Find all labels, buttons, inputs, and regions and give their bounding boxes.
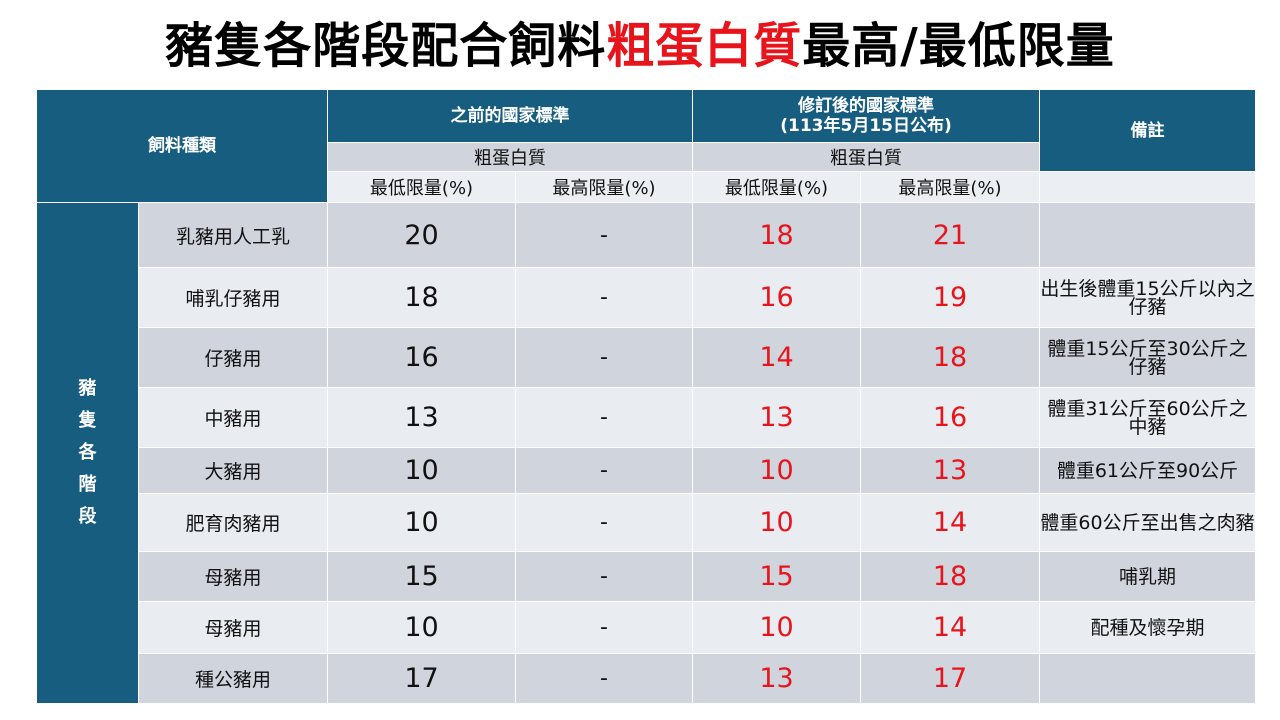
header-new-min: 最低限量(%) xyxy=(692,171,861,203)
header-new-crude-protein: 粗蛋白質 xyxy=(691,142,1041,172)
table-row: 種公豬用 17 - 13 17 xyxy=(37,653,1257,704)
row-prev-min: 10 xyxy=(327,493,516,552)
row-prev-max: - xyxy=(515,551,693,602)
row-note: 體重60公斤至出售之肉豬 xyxy=(1039,493,1257,552)
header-remarks-blank xyxy=(1039,171,1257,203)
table-row: 豬 隻 各 階 段 乳豬用人工乳 20 - 18 21 xyxy=(36,202,1257,704)
row-feed-name: 母豬用 xyxy=(138,601,328,654)
row-new-max: 18 xyxy=(859,551,1041,602)
page-title: 豬隻各階段配合飼料粗蛋白質最高/最低限量 xyxy=(0,14,1280,78)
row-new-min: 13 xyxy=(692,653,861,704)
row-feed-name: 種公豬用 xyxy=(138,653,328,704)
row-feed-name: 肥育肉豬用 xyxy=(138,493,328,552)
row-new-max: 21 xyxy=(859,202,1041,268)
header-new-standard-date: (113年5月15日公布) xyxy=(780,116,952,136)
row-new-min: 10 xyxy=(692,447,861,494)
title-part2: 最高/最低限量 xyxy=(802,18,1115,74)
header-new-max: 最高限量(%) xyxy=(859,171,1041,203)
header-new-standard-title: 修訂後的國家標準 xyxy=(798,96,934,116)
row-new-min: 13 xyxy=(692,387,861,448)
row-new-max: 14 xyxy=(859,493,1041,552)
row-prev-max: - xyxy=(515,601,693,654)
row-prev-min: 15 xyxy=(327,551,516,602)
row-prev-max: - xyxy=(515,387,693,448)
row-new-max: 17 xyxy=(859,653,1041,704)
row-new-min: 14 xyxy=(692,327,861,388)
row-new-min: 15 xyxy=(692,551,861,602)
row-note xyxy=(1039,653,1257,704)
row-prev-max: - xyxy=(515,267,693,328)
row-prev-max: - xyxy=(515,447,693,494)
row-prev-max: - xyxy=(515,493,693,552)
row-note: 體重15公斤至30公斤之仔豬 xyxy=(1039,327,1257,388)
row-note xyxy=(1039,202,1257,268)
header-prev-crude-protein: 粗蛋白質 xyxy=(327,142,693,172)
header-prev-max: 最高限量(%) xyxy=(515,171,693,203)
row-prev-min: 10 xyxy=(327,601,516,654)
row-prev-min: 16 xyxy=(327,327,516,388)
row-new-min: 10 xyxy=(692,601,861,654)
row-new-max: 19 xyxy=(859,267,1041,328)
header-remarks: 備註 xyxy=(1039,89,1257,172)
row-prev-min: 13 xyxy=(327,387,516,448)
row-feed-name: 母豬用 xyxy=(138,551,328,602)
row-new-max: 14 xyxy=(859,601,1041,654)
table-row: 仔豬用 16 - 14 18 體重15公斤至30公斤之仔豬 xyxy=(37,327,1257,388)
header-new-standard: 修訂後的國家標準 (113年5月15日公布) xyxy=(691,89,1041,143)
row-prev-max: - xyxy=(515,327,693,388)
row-note: 哺乳期 xyxy=(1039,551,1257,602)
stage-label: 豬 隻 各 階 段 xyxy=(36,202,139,704)
row-feed-name: 仔豬用 xyxy=(138,327,328,388)
row-prev-min: 20 xyxy=(327,202,516,268)
title-part1: 豬隻各階段配合飼料 xyxy=(165,18,607,74)
row-new-min: 18 xyxy=(692,202,861,268)
row-new-max: 16 xyxy=(859,387,1041,448)
row-feed-name: 乳豬用人工乳 xyxy=(138,202,328,268)
header-prev-standard: 之前的國家標準 xyxy=(327,89,693,143)
table-row: 母豬用 10 - 10 14 配種及懷孕期 xyxy=(37,601,1257,654)
row-prev-min: 17 xyxy=(327,653,516,704)
row-note: 體重61公斤至90公斤 xyxy=(1039,447,1257,494)
row-prev-min: 18 xyxy=(327,267,516,328)
crude-protein-table: 飼料種類 之前的國家標準 修訂後的國家標準 (113年5月15日公布) 備註 粗… xyxy=(36,89,1257,704)
row-new-min: 10 xyxy=(692,493,861,552)
header-feed-type: 飼料種類 xyxy=(36,89,328,203)
row-prev-max: - xyxy=(515,653,693,704)
table-row: 肥育肉豬用 10 - 10 14 體重60公斤至出售之肉豬 xyxy=(37,493,1257,552)
row-new-max: 13 xyxy=(859,447,1041,494)
table-row: 中豬用 13 - 13 16 體重31公斤至60公斤之中豬 xyxy=(37,387,1257,448)
title-highlight: 粗蛋白質 xyxy=(606,18,803,74)
table-row: 哺乳仔豬用 18 - 16 19 出生後體重15公斤以內之仔豬 xyxy=(37,267,1257,328)
row-feed-name: 大豬用 xyxy=(138,447,328,494)
row-prev-max: - xyxy=(515,202,693,268)
row-note: 體重31公斤至60公斤之中豬 xyxy=(1039,387,1257,448)
row-new-min: 16 xyxy=(692,267,861,328)
row-feed-name: 中豬用 xyxy=(138,387,328,448)
row-feed-name: 哺乳仔豬用 xyxy=(138,267,328,328)
header-prev-min: 最低限量(%) xyxy=(327,171,516,203)
table-row: 母豬用 15 - 15 18 哺乳期 xyxy=(37,551,1257,602)
row-note: 配種及懷孕期 xyxy=(1039,601,1257,654)
row-new-max: 18 xyxy=(859,327,1041,388)
row-prev-min: 10 xyxy=(327,447,516,494)
table-row: 大豬用 10 - 10 13 體重61公斤至90公斤 xyxy=(37,447,1257,494)
row-note: 出生後體重15公斤以內之仔豬 xyxy=(1039,267,1257,328)
